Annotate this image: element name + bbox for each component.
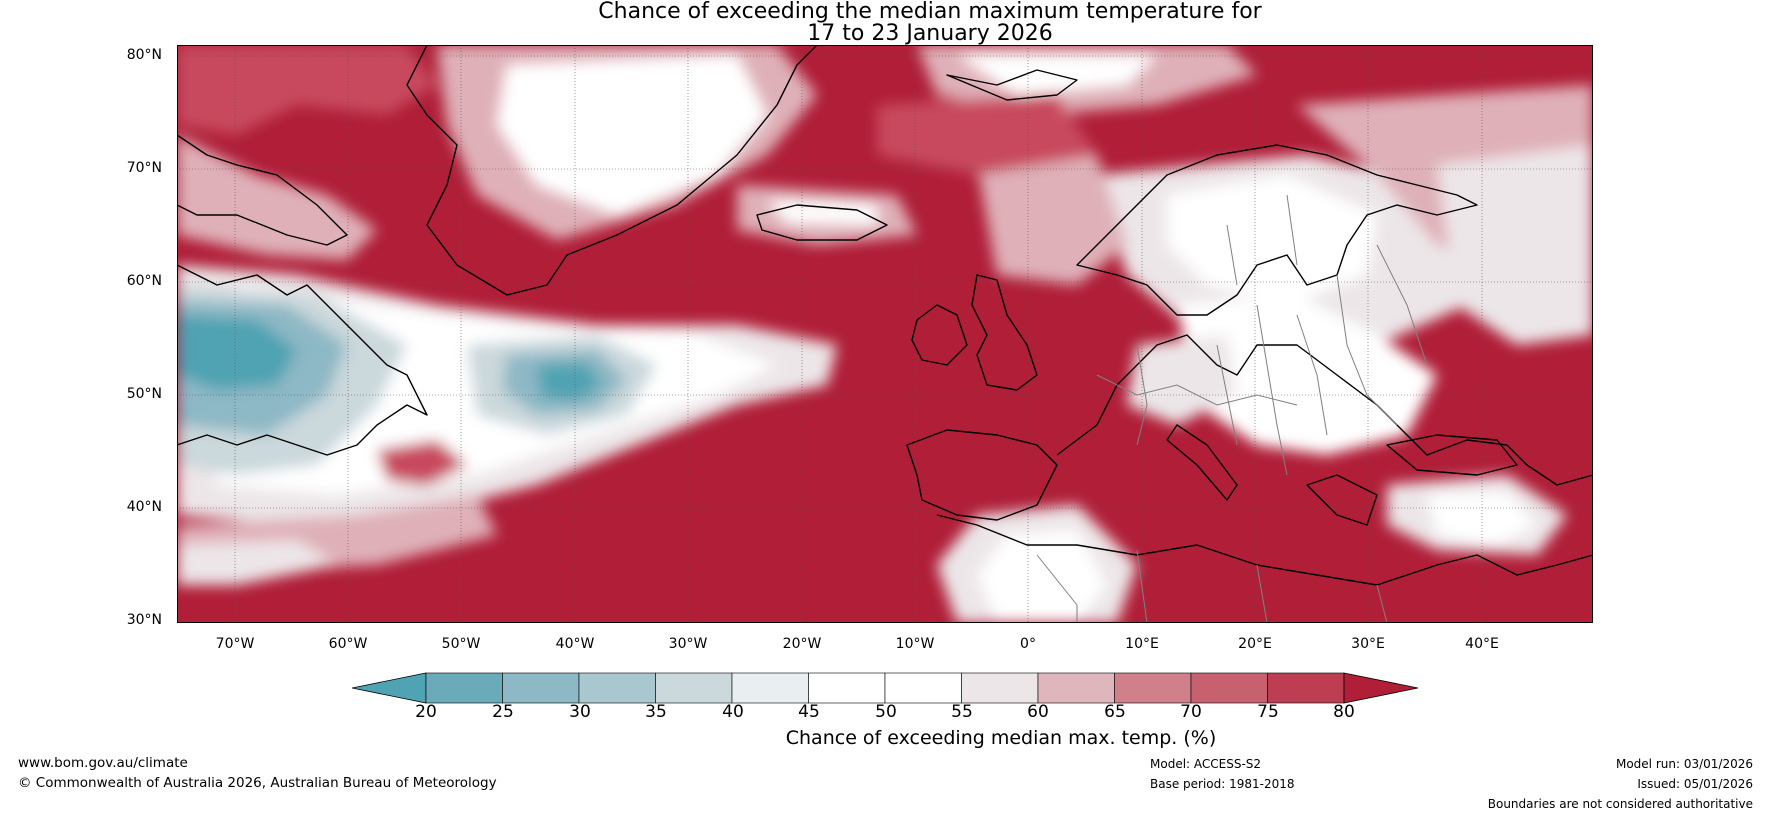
footer-model-run: Model run: 03/01/2026 [1615, 757, 1753, 771]
zone-southpatch-red [377, 440, 467, 485]
coast-canada [177, 264, 428, 456]
colorbar-tick-20: 20 [415, 702, 437, 722]
coast-baffin [177, 134, 348, 246]
colorbar-tick-80: 80 [1333, 702, 1355, 722]
colorbar-cell-30-35 [578, 672, 656, 704]
colorbar-tick-50: 50 [875, 702, 897, 722]
colorbar-extend-low [351, 672, 427, 704]
lat-label-70n: 70°N [126, 160, 162, 176]
zone-russia-light [1437, 145, 1593, 345]
colorbar-cell-75-80 [1267, 672, 1345, 704]
colorbar-tick-75: 75 [1257, 702, 1279, 722]
zone-sargasso-light [177, 540, 337, 585]
colorbar [351, 672, 1420, 704]
colorbar-tick-35: 35 [645, 702, 667, 722]
coast-italy [1166, 424, 1238, 501]
lon-label-40w: 40°W [555, 636, 595, 652]
colorbar-cell-65-70 [1114, 672, 1192, 704]
coast-scandinavia [1076, 144, 1478, 316]
zone-greenland-white [497, 55, 767, 215]
lat-label-60n: 60°N [126, 273, 162, 289]
colorbar-label: Chance of exceeding median max. temp. (%… [785, 727, 1217, 749]
colorbar-tick-60: 60 [1027, 702, 1049, 722]
lon-label-40e: 40°E [1465, 636, 1499, 652]
lat-label-40n: 40°N [126, 499, 162, 515]
colorbar-cell-60-65 [1037, 672, 1115, 704]
lon-label-30e: 30°E [1351, 636, 1385, 652]
colorbar-tick-65: 65 [1104, 702, 1126, 722]
colorbar-tick-40: 40 [722, 702, 744, 722]
lat-label-80n: 80°N [126, 47, 162, 63]
coast-svalbard [946, 69, 1078, 101]
lon-label-20w: 20°W [782, 636, 822, 652]
colorbar-cell-25-30 [502, 672, 580, 704]
colorbar-tick-70: 70 [1180, 702, 1202, 722]
zone-baffin-pink [177, 135, 377, 260]
colorbar-tick-45: 45 [798, 702, 820, 722]
colorbar-cell-45-50 [808, 672, 886, 704]
zone-arctic-red [177, 45, 437, 135]
colorbar-extend-high [1343, 672, 1419, 704]
coast-iceland [756, 204, 888, 241]
zone-morocco-white [977, 530, 1107, 623]
coast-britain [971, 274, 1038, 391]
lon-label-20e: 20°E [1238, 636, 1272, 652]
map-canvas [177, 45, 1593, 623]
lat-label-50n: 50°N [126, 386, 162, 402]
colorbar-cell-40-45 [731, 672, 809, 704]
zone-labrador-teal [177, 315, 297, 390]
colorbar-cell-35-40 [655, 672, 733, 704]
map-title-line-1: Chance of exceeding the median maximum t… [598, 0, 1262, 24]
colorbar-cell-20-25 [425, 672, 503, 704]
colorbar-tick-30: 30 [569, 702, 591, 722]
footer-copyright: © Commonwealth of Australia 2026, Austra… [18, 775, 497, 791]
footer-issued: Issued: 05/01/2026 [1637, 777, 1753, 791]
colorbar-tick-55: 55 [951, 702, 973, 722]
lon-label-50w: 50°W [441, 636, 481, 652]
coast-north-africa [936, 514, 1593, 586]
colorbar-cell-50-55 [884, 672, 962, 704]
footer-disclaimer: Boundaries are not considered authoritat… [1487, 797, 1753, 811]
colorbar-canvas [351, 672, 1419, 704]
footer-base-period: Base period: 1981-2018 [1150, 777, 1295, 791]
lon-label-10e: 10°E [1125, 636, 1159, 652]
zone-midatlantic-teal [537, 363, 602, 401]
coast-greece [1306, 474, 1378, 526]
lon-label-10w: 10°W [895, 636, 935, 652]
lon-label-70w: 70°W [215, 636, 255, 652]
map-frame [177, 45, 1593, 623]
footer-model: Model: ACCESS-S2 [1150, 757, 1262, 771]
colorbar-cell-70-75 [1190, 672, 1268, 704]
colorbar-tick-25: 25 [492, 702, 514, 722]
coast-ireland [911, 304, 968, 366]
footer-url: www.bom.gov.au/climate [18, 755, 188, 771]
zone-scandinavia-white [1167, 175, 1377, 305]
lon-label-0: 0° [1020, 636, 1036, 652]
coast-europe [1056, 334, 1593, 486]
graticule [177, 45, 1593, 623]
map-title-line-2: 17 to 23 January 2026 [807, 21, 1053, 46]
probability-map [177, 45, 1593, 623]
coast-greenland [406, 45, 818, 296]
coastlines [177, 45, 1593, 586]
coast-black-sea [1386, 434, 1518, 476]
colorbar-cell-55-60 [961, 672, 1039, 704]
lon-label-30w: 30°W [668, 636, 708, 652]
lat-label-30n: 30°N [126, 612, 162, 628]
country-borders [1036, 194, 1428, 623]
zone-greenlandsea-red [877, 95, 1097, 175]
lon-label-60w: 60°W [328, 636, 368, 652]
coast-iberia [906, 429, 1058, 521]
zone-centraleurope-white [1177, 295, 1437, 455]
